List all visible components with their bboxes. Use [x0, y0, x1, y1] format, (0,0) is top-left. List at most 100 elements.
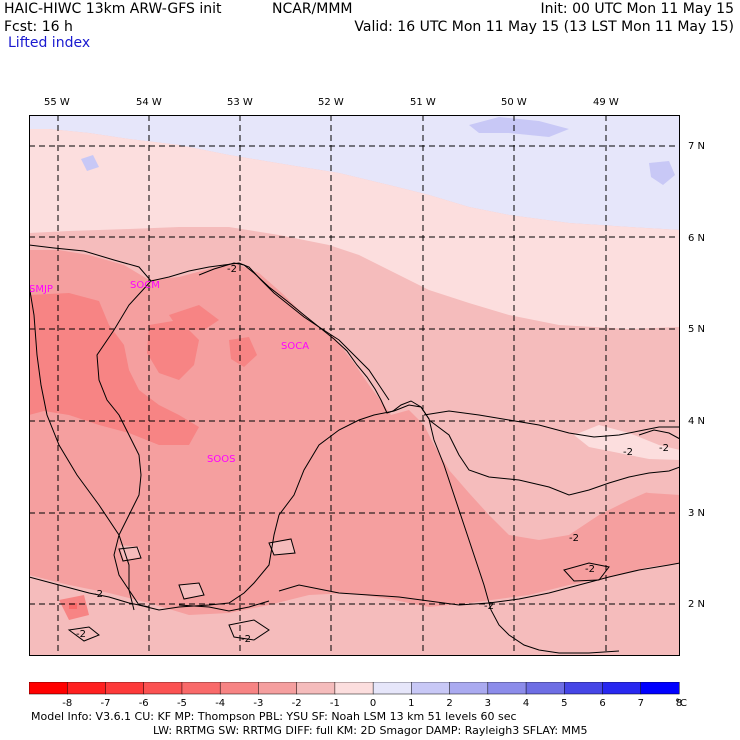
- borders: [29, 244, 620, 654]
- color-legend: -8 -7 -6 -5 -4 -3 -2 -1 0 1 2 3 4 5 6 7 8 °C: [28, 681, 694, 714]
- map-frame: [29, 115, 680, 656]
- field-zone-minus1: [427, 411, 680, 495]
- contour-label: -2: [93, 589, 103, 600]
- field-zone-minus1: [29, 563, 680, 656]
- field-zone-minus3: [147, 320, 199, 380]
- legend-swatch: [143, 681, 183, 695]
- contour-line: [228, 619, 270, 641]
- field-patch-light-blue: [649, 161, 675, 185]
- legend-tick-label: 2: [446, 698, 452, 709]
- lifted-index-map: -2 -2 -2 -2 -2 -2 -2 -2 -2 SMJP SOCM SOC…: [29, 115, 680, 656]
- legend-swatch: [602, 681, 642, 695]
- latlon-grid: [29, 115, 680, 656]
- lon-label: 52 W: [318, 97, 344, 108]
- field-zone-minus3: [169, 305, 219, 330]
- contour-line: [178, 600, 270, 612]
- legend-swatch: [296, 681, 336, 695]
- lon-label: 49 W: [593, 97, 619, 108]
- legend-swatch: [28, 681, 68, 695]
- contour-line: [178, 582, 205, 600]
- field-patch-light-blue: [469, 117, 569, 137]
- station-label: SOCA: [281, 341, 309, 352]
- stations: SMJP SOCM SOCA SOOS: [29, 280, 309, 465]
- model-title: HAIC-HIWC 13km ARW-GFS init: [4, 1, 222, 17]
- model-info-line2: LW: RRTMG SW: RRTMG DIFF: full KM: 2D Sm…: [153, 724, 588, 737]
- legend-swatch: [181, 681, 221, 695]
- legend-bar: -8 -7 -6 -5 -4 -3 -2 -1 0 1 2 3 4 5 6 7 8°C: [28, 681, 687, 709]
- field-zone-zero: [29, 129, 680, 329]
- legend-tick-label: 8: [676, 698, 682, 709]
- lon-label: 54 W: [136, 97, 162, 108]
- legend-tick-label: -7: [100, 698, 110, 709]
- contour-line: [428, 419, 680, 496]
- legend-swatch: [449, 681, 489, 695]
- legend-swatch: [334, 681, 374, 695]
- lon-label: 51 W: [410, 97, 436, 108]
- field-zone-minus3: [229, 337, 257, 367]
- legend-swatch: [219, 681, 259, 695]
- legend-swatch: [640, 681, 680, 695]
- legend-swatch: [525, 681, 565, 695]
- legend-tick-label: -8: [62, 698, 72, 709]
- contour-label: -2: [484, 601, 494, 612]
- lon-label: 53 W: [227, 97, 253, 108]
- contour-line: [198, 262, 390, 401]
- legend-tick-label: -3: [253, 698, 263, 709]
- lat-label: 6 N: [688, 233, 706, 244]
- legend-tick-label: 4: [523, 698, 529, 709]
- contour-line: [638, 429, 680, 440]
- legend-unit: °C: [675, 698, 687, 709]
- contour-labels: -2 -2 -2 -2 -2 -2 -2 -2 -2: [76, 264, 669, 645]
- field-zone-minus1: [574, 425, 680, 460]
- border-fguiana-brazil: [393, 404, 620, 654]
- legend-swatch: [66, 681, 107, 695]
- lat-label: 3 N: [688, 508, 706, 519]
- legend-tick-label: 5: [561, 698, 567, 709]
- station-label: SMJP: [29, 284, 53, 295]
- contour-line: [118, 546, 142, 562]
- station-label: SOOS: [207, 454, 235, 465]
- contour-line: [268, 538, 296, 556]
- contour-label: -2: [585, 564, 595, 575]
- contour-label: -2: [659, 443, 669, 454]
- legend-swatch: [105, 681, 145, 695]
- field-zone-positive: [29, 115, 680, 230]
- lat-label: 2 N: [688, 599, 706, 610]
- lat-label: 7 N: [688, 141, 706, 152]
- valid-time: Valid: 16 UTC Mon 11 May 15 (13 LST Mon …: [354, 19, 734, 35]
- legend-swatch: [372, 681, 412, 695]
- border-suriname-guyana: [29, 284, 135, 611]
- field-zone-minus3: [29, 293, 199, 445]
- legend-tick-label: 0: [370, 698, 376, 709]
- field-zone-minus1: [269, 540, 295, 555]
- legend-tick-label: -2: [292, 698, 302, 709]
- lon-label: 50 W: [501, 97, 527, 108]
- legend-swatch: [258, 681, 298, 695]
- legend-tick-label: 3: [485, 698, 491, 709]
- field-zone-minus1: [179, 583, 204, 598]
- legend-swatch: [411, 681, 451, 695]
- model-info-line1: Model Info: V3.6.1 CU: KF MP: Thompson P…: [31, 710, 517, 723]
- contour-line: [67, 626, 100, 642]
- init-time: Init: 00 UTC Mon 11 May 15: [540, 1, 734, 17]
- contour-label: -2: [241, 634, 251, 645]
- lat-label: 4 N: [688, 416, 706, 427]
- lat-label: 5 N: [688, 324, 706, 335]
- legend-tick-label: 6: [599, 698, 605, 709]
- legend-tick-label: 7: [638, 698, 644, 709]
- legend-tick-label: -5: [177, 698, 187, 709]
- legend-swatch: [487, 681, 527, 695]
- contour-label: -2: [569, 533, 579, 544]
- legend-tick-label: -6: [139, 698, 149, 709]
- institution-label: NCAR/MMM: [272, 1, 353, 17]
- legend-swatch: [564, 681, 604, 695]
- contour-line: [423, 410, 680, 438]
- field-patch-light-blue: [81, 155, 99, 171]
- forecast-hour: Fcst: 16 h: [4, 19, 73, 35]
- contour-line: [563, 562, 610, 582]
- legend-tick-label: 1: [408, 698, 414, 709]
- station-label: SOCM: [130, 280, 160, 291]
- contour-label: -2: [227, 264, 237, 275]
- lon-label: 55 W: [44, 97, 70, 108]
- legend-tick-label: -1: [330, 698, 340, 709]
